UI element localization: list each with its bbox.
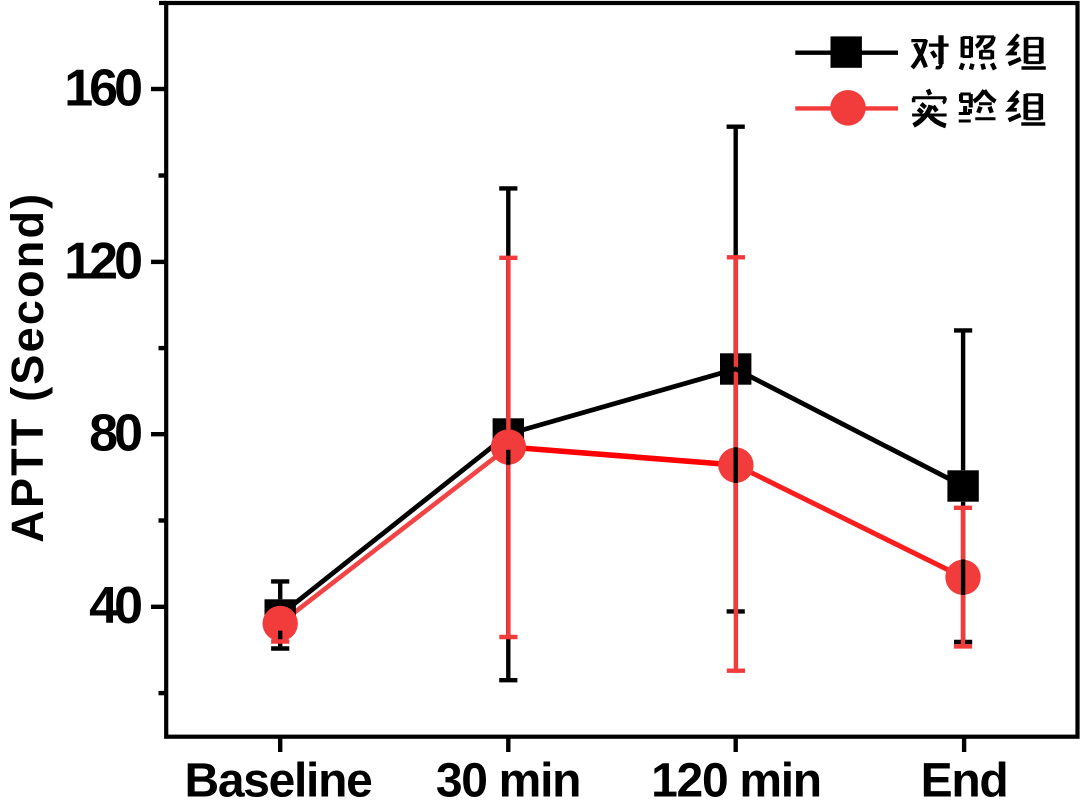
svg-text:30 min: 30 min [436, 755, 580, 808]
svg-text:80: 80 [89, 405, 141, 463]
svg-text:End: End [921, 755, 1008, 808]
svg-text:120 min: 120 min [651, 755, 821, 808]
svg-text:120: 120 [64, 232, 141, 290]
svg-text:Baseline: Baseline [184, 755, 372, 808]
svg-text:160: 160 [64, 59, 141, 117]
svg-text:40: 40 [89, 577, 141, 635]
svg-text:APTT (Second): APTT (Second) [2, 192, 53, 543]
